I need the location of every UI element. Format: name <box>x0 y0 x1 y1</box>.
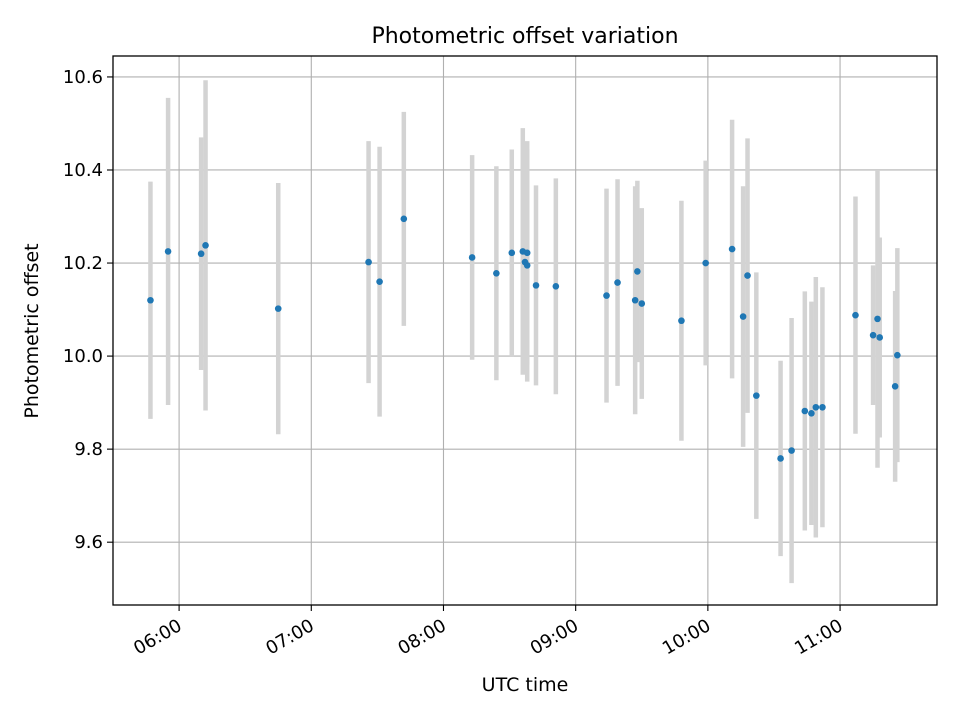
data-point <box>788 447 795 454</box>
data-point <box>376 278 383 285</box>
data-point <box>603 292 610 299</box>
data-point <box>777 455 784 462</box>
data-point <box>808 410 815 417</box>
data-point <box>523 262 531 269</box>
data-point <box>552 283 560 290</box>
data-point <box>631 296 639 304</box>
data-point <box>614 279 621 286</box>
y-tick-label: 9.8 <box>74 439 103 460</box>
data-point <box>638 300 646 307</box>
data-point <box>739 313 747 320</box>
y-axis-label: Photometric offset <box>21 243 43 418</box>
data-point <box>876 334 884 341</box>
data-point <box>753 392 760 399</box>
data-point <box>202 242 209 249</box>
y-tick-label: 9.6 <box>74 532 103 553</box>
data-point <box>493 269 500 277</box>
data-point <box>468 254 476 261</box>
data-point <box>744 272 751 279</box>
y-tick-label: 10.2 <box>63 253 103 274</box>
data-point <box>891 383 899 390</box>
y-axis-ticks: 9.6 9.8 10.0 10.2 10.4 10.6 <box>63 67 113 553</box>
data-point <box>894 351 901 359</box>
plot-frame <box>112 55 938 606</box>
data-point <box>874 315 881 323</box>
x-axis-label: UTC time <box>482 674 569 696</box>
data-points <box>147 215 901 462</box>
data-point <box>400 215 408 223</box>
data-point <box>702 259 709 267</box>
data-point <box>728 245 736 253</box>
data-point <box>164 248 172 255</box>
y-tick-label: 10.0 <box>63 346 103 367</box>
data-point <box>869 331 877 339</box>
data-point <box>634 268 641 275</box>
y-tick-label: 10.6 <box>63 67 103 88</box>
data-point <box>532 282 540 289</box>
data-point <box>812 403 820 411</box>
chart-title: Photometric offset variation <box>371 24 678 49</box>
data-point <box>197 250 205 258</box>
data-point <box>801 407 809 415</box>
data-point <box>365 258 372 266</box>
y-tick-label: 10.4 <box>63 160 103 181</box>
data-point <box>508 249 516 257</box>
data-point <box>274 305 282 312</box>
data-point <box>147 296 154 304</box>
data-point <box>523 249 531 257</box>
data-point <box>819 403 826 411</box>
data-point <box>678 317 685 325</box>
data-point <box>852 311 859 319</box>
